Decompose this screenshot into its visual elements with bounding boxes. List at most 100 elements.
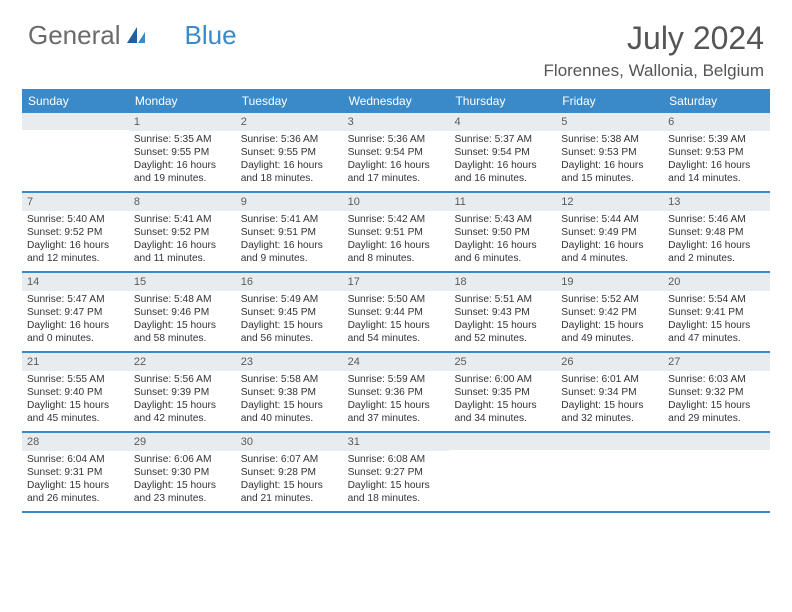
day-info-line: and 34 minutes. bbox=[454, 412, 551, 425]
day-number: 8 bbox=[129, 193, 236, 211]
day-body: Sunrise: 5:42 AMSunset: 9:51 PMDaylight:… bbox=[343, 211, 450, 269]
day-info-line: Daylight: 16 hours bbox=[241, 239, 338, 252]
day-number: 3 bbox=[343, 113, 450, 131]
day-cell: 6Sunrise: 5:39 AMSunset: 9:53 PMDaylight… bbox=[663, 113, 770, 191]
day-number: 14 bbox=[22, 273, 129, 291]
day-info-line: Sunrise: 5:40 AM bbox=[27, 213, 124, 226]
day-number: 6 bbox=[663, 113, 770, 131]
day-info-line: Sunset: 9:46 PM bbox=[134, 306, 231, 319]
day-cell: 26Sunrise: 6:01 AMSunset: 9:34 PMDayligh… bbox=[556, 353, 663, 431]
day-body bbox=[22, 130, 129, 136]
day-body: Sunrise: 5:37 AMSunset: 9:54 PMDaylight:… bbox=[449, 131, 556, 189]
day-info-line: Sunset: 9:52 PM bbox=[27, 226, 124, 239]
weekday-label: Friday bbox=[556, 89, 663, 113]
day-number: 2 bbox=[236, 113, 343, 131]
logo-text-blue: Blue bbox=[185, 20, 237, 51]
day-info-line: Sunrise: 5:56 AM bbox=[134, 373, 231, 386]
day-number bbox=[556, 433, 663, 450]
day-cell: 14Sunrise: 5:47 AMSunset: 9:47 PMDayligh… bbox=[22, 273, 129, 351]
day-body: Sunrise: 5:49 AMSunset: 9:45 PMDaylight:… bbox=[236, 291, 343, 349]
day-info-line: Daylight: 16 hours bbox=[27, 239, 124, 252]
day-info-line: Sunrise: 5:44 AM bbox=[561, 213, 658, 226]
title-block: July 2024 Florennes, Wallonia, Belgium bbox=[544, 20, 764, 81]
day-info-line: and 26 minutes. bbox=[27, 492, 124, 505]
day-info-line: and 49 minutes. bbox=[561, 332, 658, 345]
logo: General Blue bbox=[28, 20, 237, 51]
day-number: 12 bbox=[556, 193, 663, 211]
day-info-line: Daylight: 16 hours bbox=[454, 239, 551, 252]
day-body: Sunrise: 5:43 AMSunset: 9:50 PMDaylight:… bbox=[449, 211, 556, 269]
day-info-line: Sunset: 9:44 PM bbox=[348, 306, 445, 319]
day-number bbox=[449, 433, 556, 450]
day-info-line: Daylight: 15 hours bbox=[348, 479, 445, 492]
day-info-line: and 54 minutes. bbox=[348, 332, 445, 345]
day-info-line: Daylight: 15 hours bbox=[348, 319, 445, 332]
day-info-line: Sunrise: 5:46 AM bbox=[668, 213, 765, 226]
day-info-line: and 42 minutes. bbox=[134, 412, 231, 425]
week-row: 21Sunrise: 5:55 AMSunset: 9:40 PMDayligh… bbox=[22, 353, 770, 433]
day-number: 17 bbox=[343, 273, 450, 291]
day-info-line: Daylight: 15 hours bbox=[241, 399, 338, 412]
day-number: 25 bbox=[449, 353, 556, 371]
day-number: 27 bbox=[663, 353, 770, 371]
day-info-line: Sunset: 9:30 PM bbox=[134, 466, 231, 479]
day-number: 30 bbox=[236, 433, 343, 451]
day-info-line: Sunrise: 5:37 AM bbox=[454, 133, 551, 146]
day-body: Sunrise: 5:58 AMSunset: 9:38 PMDaylight:… bbox=[236, 371, 343, 429]
day-body: Sunrise: 6:00 AMSunset: 9:35 PMDaylight:… bbox=[449, 371, 556, 429]
day-body: Sunrise: 5:59 AMSunset: 9:36 PMDaylight:… bbox=[343, 371, 450, 429]
day-body bbox=[449, 450, 556, 456]
day-body: Sunrise: 5:50 AMSunset: 9:44 PMDaylight:… bbox=[343, 291, 450, 349]
day-body: Sunrise: 6:07 AMSunset: 9:28 PMDaylight:… bbox=[236, 451, 343, 509]
day-info-line: Daylight: 15 hours bbox=[27, 399, 124, 412]
day-cell bbox=[556, 433, 663, 511]
day-number: 26 bbox=[556, 353, 663, 371]
day-info-line: Daylight: 16 hours bbox=[241, 159, 338, 172]
day-cell: 16Sunrise: 5:49 AMSunset: 9:45 PMDayligh… bbox=[236, 273, 343, 351]
weekday-label: Thursday bbox=[449, 89, 556, 113]
day-body: Sunrise: 5:46 AMSunset: 9:48 PMDaylight:… bbox=[663, 211, 770, 269]
day-info-line: Sunset: 9:50 PM bbox=[454, 226, 551, 239]
day-info-line: Sunrise: 6:01 AM bbox=[561, 373, 658, 386]
day-info-line: Daylight: 16 hours bbox=[27, 319, 124, 332]
day-info-line: Daylight: 15 hours bbox=[348, 399, 445, 412]
day-number: 18 bbox=[449, 273, 556, 291]
day-body: Sunrise: 5:39 AMSunset: 9:53 PMDaylight:… bbox=[663, 131, 770, 189]
day-body: Sunrise: 6:01 AMSunset: 9:34 PMDaylight:… bbox=[556, 371, 663, 429]
day-info-line: Sunset: 9:53 PM bbox=[561, 146, 658, 159]
day-info-line: Sunset: 9:42 PM bbox=[561, 306, 658, 319]
day-body: Sunrise: 5:54 AMSunset: 9:41 PMDaylight:… bbox=[663, 291, 770, 349]
day-info-line: Daylight: 15 hours bbox=[134, 399, 231, 412]
day-info-line: Sunset: 9:27 PM bbox=[348, 466, 445, 479]
day-info-line: and 17 minutes. bbox=[348, 172, 445, 185]
day-info-line: Sunrise: 6:06 AM bbox=[134, 453, 231, 466]
day-info-line: and 29 minutes. bbox=[668, 412, 765, 425]
day-info-line: and 11 minutes. bbox=[134, 252, 231, 265]
day-info-line: Sunset: 9:28 PM bbox=[241, 466, 338, 479]
day-info-line: Daylight: 15 hours bbox=[561, 319, 658, 332]
day-cell: 4Sunrise: 5:37 AMSunset: 9:54 PMDaylight… bbox=[449, 113, 556, 191]
day-info-line: Sunrise: 6:07 AM bbox=[241, 453, 338, 466]
day-info-line: Daylight: 16 hours bbox=[134, 239, 231, 252]
day-info-line: and 32 minutes. bbox=[561, 412, 658, 425]
day-info-line: Daylight: 15 hours bbox=[454, 399, 551, 412]
day-info-line: and 8 minutes. bbox=[348, 252, 445, 265]
day-info-line: and 0 minutes. bbox=[27, 332, 124, 345]
day-info-line: Sunset: 9:52 PM bbox=[134, 226, 231, 239]
day-number bbox=[663, 433, 770, 450]
weekday-label: Sunday bbox=[22, 89, 129, 113]
day-info-line: Daylight: 16 hours bbox=[348, 159, 445, 172]
day-info-line: Sunrise: 5:58 AM bbox=[241, 373, 338, 386]
day-cell: 25Sunrise: 6:00 AMSunset: 9:35 PMDayligh… bbox=[449, 353, 556, 431]
day-cell: 29Sunrise: 6:06 AMSunset: 9:30 PMDayligh… bbox=[129, 433, 236, 511]
day-info-line: Daylight: 15 hours bbox=[454, 319, 551, 332]
day-cell: 13Sunrise: 5:46 AMSunset: 9:48 PMDayligh… bbox=[663, 193, 770, 271]
calendar: Sunday Monday Tuesday Wednesday Thursday… bbox=[22, 89, 770, 513]
day-info-line: Daylight: 15 hours bbox=[241, 479, 338, 492]
day-body: Sunrise: 5:41 AMSunset: 9:51 PMDaylight:… bbox=[236, 211, 343, 269]
day-number: 23 bbox=[236, 353, 343, 371]
logo-sail-icon bbox=[125, 25, 147, 47]
day-info-line: and 12 minutes. bbox=[27, 252, 124, 265]
day-info-line: Daylight: 15 hours bbox=[668, 319, 765, 332]
day-body bbox=[663, 450, 770, 456]
